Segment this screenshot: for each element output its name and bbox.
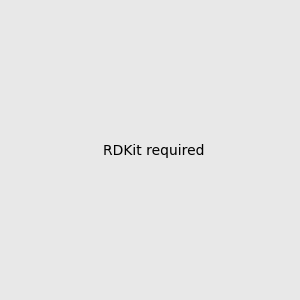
- Text: RDKit required: RDKit required: [103, 145, 205, 158]
